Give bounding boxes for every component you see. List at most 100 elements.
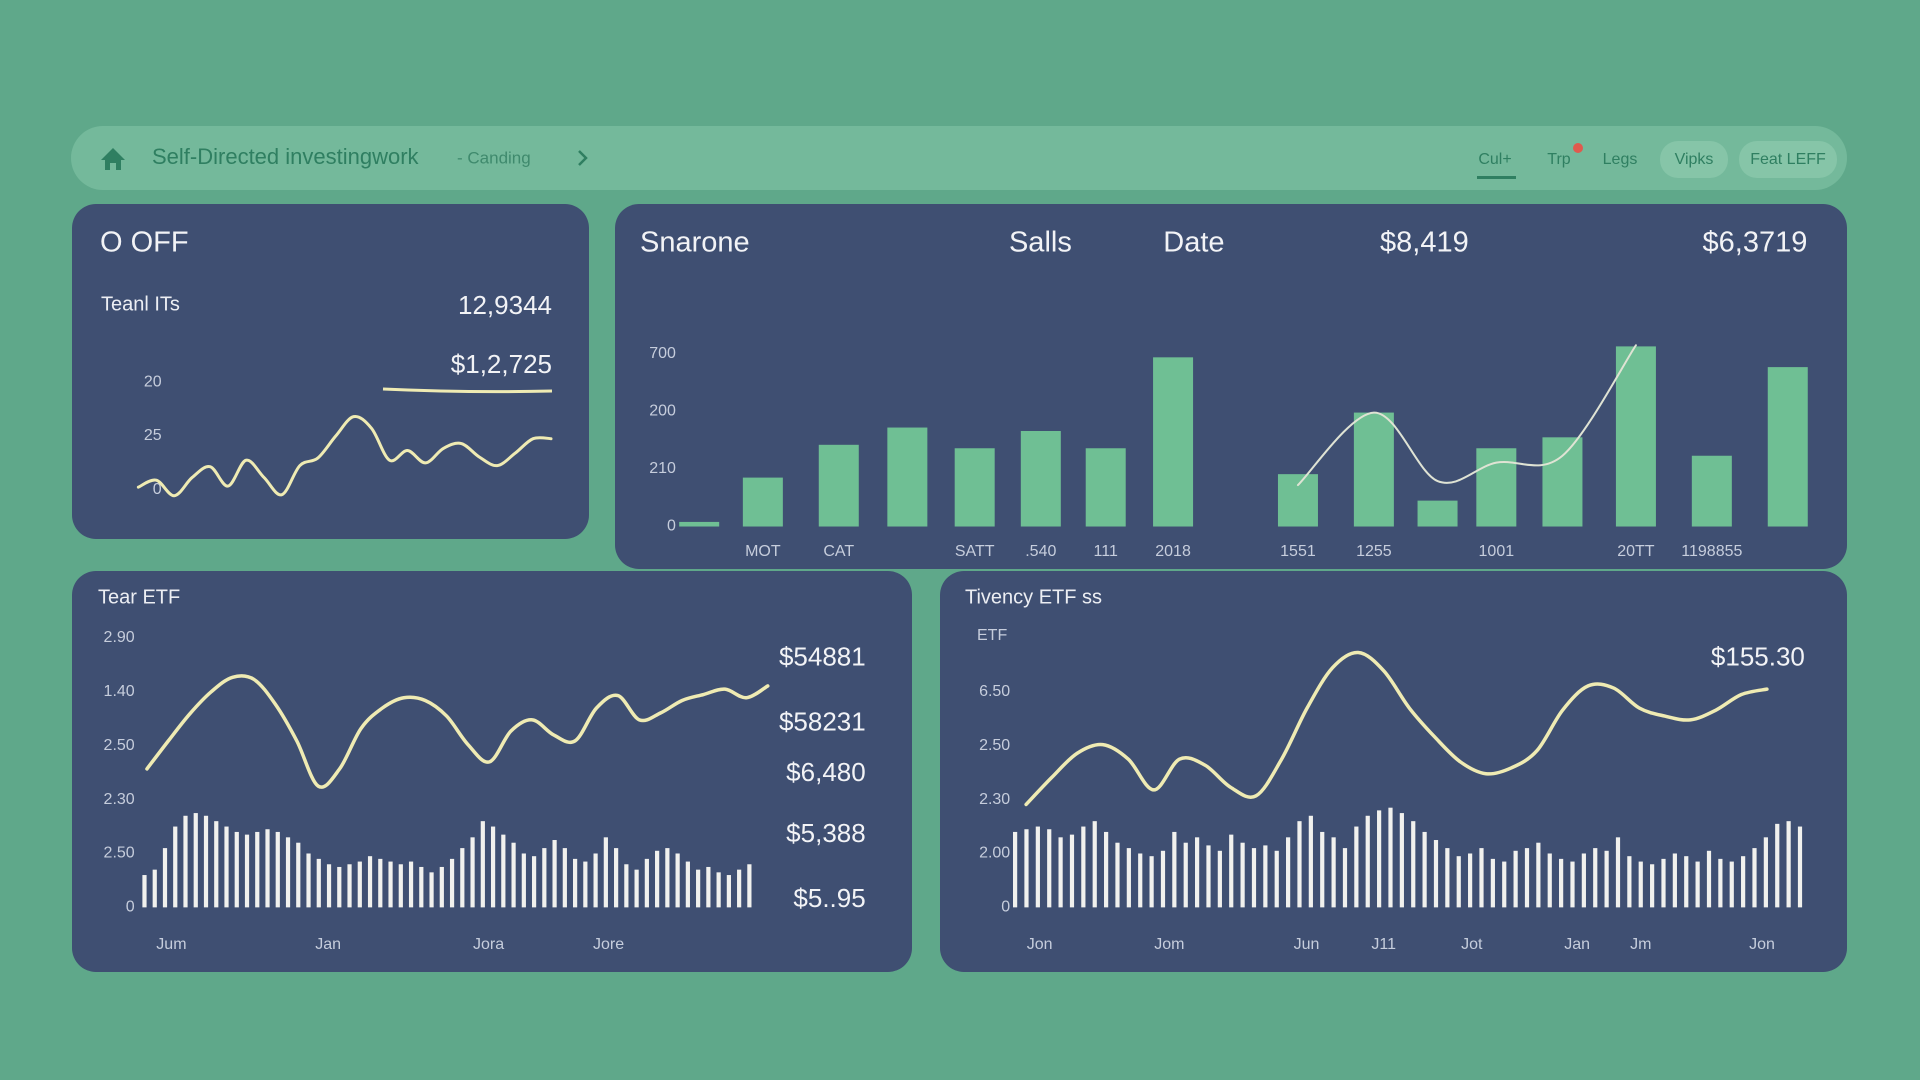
x-tick-label: Jan [1564,936,1590,953]
volume-bar [675,853,680,908]
volume-bar [1502,861,1507,908]
volume-bar [1650,864,1655,908]
line-series [1296,344,1637,487]
volume-bar [624,864,629,908]
volume-bar [542,848,547,908]
volume-bar [1433,840,1439,908]
volume-bar [1763,837,1768,908]
stat-value: $1,2,725 [451,349,552,379]
home-icon[interactable] [101,148,125,170]
volume-bar [1570,861,1575,908]
volume-bar [572,858,578,908]
nav-bar [71,126,1847,190]
nav-tab[interactable]: Vipks [1675,151,1714,168]
volume-bar [634,869,639,908]
volume-bar [1331,837,1336,908]
panel [940,571,1847,972]
volume-bar [1342,848,1348,908]
y-tick-label: 0 [153,481,162,498]
nav-title: Self-Directed investingwork [152,144,420,169]
volume-bar [1627,856,1632,908]
volume-bar [1490,858,1495,908]
notification-dot [1573,143,1583,153]
panel [615,204,1847,569]
nav-tab[interactable]: Cul+ [1478,151,1511,168]
x-tick-label: 1001 [1479,543,1515,560]
volume-bar [1069,834,1075,908]
volume-bar [1274,850,1279,908]
chevron-icon[interactable] [578,150,588,166]
volume-bar [655,850,660,908]
volume-bar [1695,861,1700,908]
bar [1476,448,1517,527]
x-tick-label: 20TT [1617,543,1655,560]
bar [887,427,928,527]
volume-bar [1092,821,1097,908]
accent-line [382,387,553,394]
panel-header: Date [1163,227,1224,259]
volume-bar [275,831,280,908]
volume-bar [1615,837,1621,908]
volume-bar [1354,826,1359,908]
panel [72,571,912,972]
tab-pill [1739,141,1837,178]
panel-header: $8,419 [1380,227,1469,259]
value-label: $6,480 [786,757,866,787]
volume-bar [552,840,557,908]
x-tick-label: 1255 [1356,543,1392,560]
x-tick-label: Jun [1294,936,1320,953]
bar [1691,455,1732,527]
nav-tab[interactable]: Trp [1547,151,1571,168]
x-tick-label: 2018 [1155,543,1191,560]
y-tick-label: 2.90 [104,629,135,646]
volume-bar [726,875,731,908]
volume-bar [470,837,475,908]
volume-bar [244,834,250,908]
volume-bar [1172,831,1177,908]
y-tick-label: 25 [144,427,162,444]
x-tick-label: Jan [315,936,341,953]
volume-bar [706,866,711,908]
volume-bar [1365,815,1370,908]
volume-bar [398,864,403,908]
volume-bar [1104,831,1109,908]
nav-tab[interactable]: Legs [1603,151,1638,168]
bar [679,521,720,527]
value-label: $155.30 [1711,642,1805,672]
panel [72,204,589,539]
volume-bar [1706,850,1712,908]
volume-bar [1297,821,1302,908]
volume-bar [1013,831,1018,908]
volume-bar [408,861,414,908]
volume-bar [1035,826,1040,908]
volume-bar [152,869,157,908]
volume-bar [644,858,649,908]
volume-bar [1638,861,1643,908]
panel-header: $6,3719 [1703,227,1808,259]
y-tick-label: 0 [667,518,676,535]
panel-label: Teanl ITs [101,293,180,315]
volume-bar [460,848,465,908]
volume-bar [326,864,332,908]
volume-bar [1115,842,1120,908]
y-tick-label: 200 [649,403,676,420]
volume-bar [162,848,168,908]
bar [1020,430,1061,527]
volume-bar [1741,856,1746,908]
volume-bar [357,861,362,908]
y-tick-label: 20 [144,373,162,390]
volume-bar [439,866,444,908]
volume-bar [1729,861,1734,908]
volume-bar [1138,853,1143,908]
volume-bar [296,842,301,908]
volume-bar [1206,845,1211,908]
bar [1153,357,1194,527]
bar [742,477,783,527]
value-label: $5,388 [786,818,866,848]
y-tick-label: 210 [649,460,676,477]
volume-bar [1217,850,1222,908]
x-tick-label: J11 [1371,936,1396,953]
nav-tab[interactable]: Feat LEFF [1750,151,1826,168]
x-tick-label: Jm [1630,936,1651,953]
